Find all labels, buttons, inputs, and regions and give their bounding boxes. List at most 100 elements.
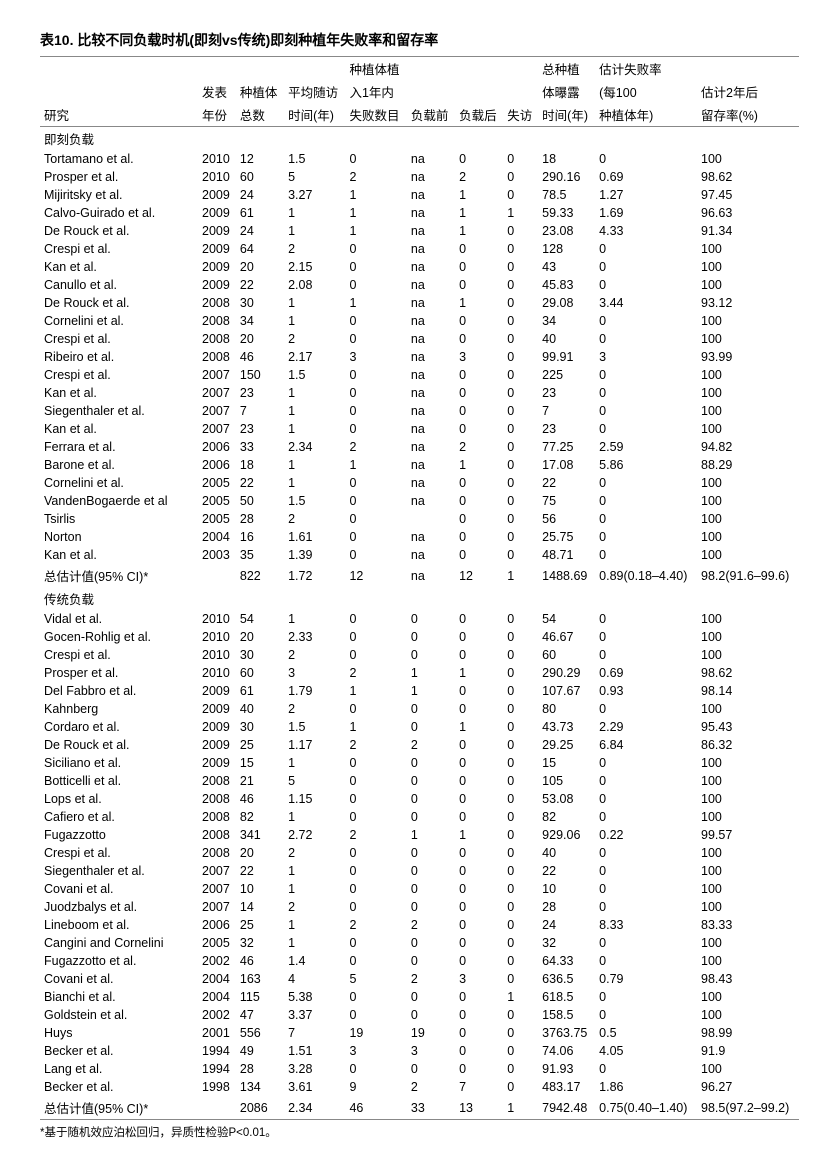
- study-cell: Kan et al.: [40, 546, 198, 564]
- cell-c9: 0: [595, 492, 697, 510]
- cell-c6: 1: [455, 204, 503, 222]
- cell-c5: 2: [407, 916, 455, 934]
- cell-c7: 0: [503, 330, 538, 348]
- cell-c7: 0: [503, 366, 538, 384]
- cell-c9: 0: [595, 790, 697, 808]
- cell-c4: 0: [345, 276, 406, 294]
- cell-c3: 1: [284, 610, 345, 628]
- cell-c9: 0: [595, 510, 697, 528]
- cell-c4: 2: [345, 736, 406, 754]
- cell-c9: 0: [595, 402, 697, 420]
- cell-c6: 0: [455, 646, 503, 664]
- cell-c1: 2009: [198, 258, 236, 276]
- cell-c2: 20: [236, 330, 284, 348]
- cell-c3: 2.34: [284, 438, 345, 456]
- table-row: Norton2004161.610na0025.750100: [40, 528, 799, 546]
- cell-c8: 59.33: [538, 204, 595, 222]
- cell-c8: 91.93: [538, 1060, 595, 1078]
- cell-c10: 98.62: [697, 664, 799, 682]
- cell-c1: 2007: [198, 880, 236, 898]
- cell-c2: 34: [236, 312, 284, 330]
- cell-c9: 0.93: [595, 682, 697, 700]
- study-cell: Tsirlis: [40, 510, 198, 528]
- cell-c7: 0: [503, 610, 538, 628]
- cell-c6: 0: [455, 898, 503, 916]
- cell-c7: 0: [503, 664, 538, 682]
- cell-c10: 98.62: [697, 168, 799, 186]
- cell-c2: 30: [236, 294, 284, 312]
- cell-c6: 0: [455, 790, 503, 808]
- cell-c9: 0: [595, 844, 697, 862]
- cell-c4: 0: [345, 240, 406, 258]
- cell-c3: 1.5: [284, 150, 345, 168]
- cell-c10: 100: [697, 988, 799, 1006]
- cell-c4: 0: [345, 492, 406, 510]
- table-row: Siegenthaler et al.2007710na0070100: [40, 402, 799, 420]
- study-cell: Kan et al.: [40, 258, 198, 276]
- cell-c7: 0: [503, 880, 538, 898]
- cell-c9: 2.29: [595, 718, 697, 736]
- cell-c10: 93.12: [697, 294, 799, 312]
- table-row: Botticelli et al.200821500001050100: [40, 772, 799, 790]
- table-row: Crespi et al.20096420na001280100: [40, 240, 799, 258]
- h2c2: 种植体: [236, 80, 284, 103]
- cell-c1: 2010: [198, 628, 236, 646]
- cell-c4: 0: [345, 952, 406, 970]
- cell-c2: 33: [236, 438, 284, 456]
- study-cell: Covani et al.: [40, 880, 198, 898]
- cell-c2: 822: [236, 564, 284, 587]
- cell-c2: 30: [236, 718, 284, 736]
- table-row: Barone et al.20061811na1017.085.8688.29: [40, 456, 799, 474]
- cell-c5: 0: [407, 610, 455, 628]
- cell-c10: 100: [697, 898, 799, 916]
- cell-c6: 7: [455, 1078, 503, 1096]
- cell-c6: 0: [455, 1024, 503, 1042]
- h3c3: 时间(年): [284, 103, 345, 127]
- cell-c1: 2007: [198, 366, 236, 384]
- cell-c2: 60: [236, 664, 284, 682]
- study-cell: Cordaro et al.: [40, 718, 198, 736]
- cell-c5: 0: [407, 1060, 455, 1078]
- cell-c3: 1.15: [284, 790, 345, 808]
- cell-c5: na: [407, 330, 455, 348]
- h1c9: 估计失败率: [595, 57, 697, 81]
- cell-c1: 2006: [198, 438, 236, 456]
- cell-c4: 0: [345, 474, 406, 492]
- cell-c3: 1: [284, 754, 345, 772]
- cell-c9: 0: [595, 898, 697, 916]
- cell-c8: 75: [538, 492, 595, 510]
- cell-c6: 12: [455, 564, 503, 587]
- cell-c5: na: [407, 366, 455, 384]
- cell-c10: 100: [697, 952, 799, 970]
- cell-c6: 1: [455, 826, 503, 844]
- cell-c3: 2: [284, 510, 345, 528]
- h1c1: [198, 57, 236, 81]
- cell-c4: 19: [345, 1024, 406, 1042]
- cell-c7: 0: [503, 1006, 538, 1024]
- cell-c6: 0: [455, 862, 503, 880]
- table-row: De Rouck et al.20083011na1029.083.4493.1…: [40, 294, 799, 312]
- cell-c7: 0: [503, 456, 538, 474]
- cell-c1: 1994: [198, 1060, 236, 1078]
- cell-c7: 0: [503, 1024, 538, 1042]
- study-cell: 总估计值(95% CI)*: [40, 1096, 198, 1120]
- cell-c9: 0.89(0.18–4.40): [595, 564, 697, 587]
- cell-c7: 0: [503, 862, 538, 880]
- cell-c2: 64: [236, 240, 284, 258]
- h3c10: 留存率(%): [697, 103, 799, 127]
- cell-c9: 0.69: [595, 664, 697, 682]
- cell-c9: 0: [595, 700, 697, 718]
- cell-c9: 0: [595, 646, 697, 664]
- cell-c8: 7: [538, 402, 595, 420]
- cell-c6: 0: [455, 276, 503, 294]
- h2c7: [503, 80, 538, 103]
- study-cell: Norton: [40, 528, 198, 546]
- cell-c3: 2.33: [284, 628, 345, 646]
- cell-c8: 23: [538, 420, 595, 438]
- cell-c4: 0: [345, 420, 406, 438]
- table-row: Cafiero et al.20088210000820100: [40, 808, 799, 826]
- cell-c4: 0: [345, 934, 406, 952]
- cell-c4: 0: [345, 366, 406, 384]
- study-cell: Del Fabbro et al.: [40, 682, 198, 700]
- cell-c6: 0: [455, 492, 503, 510]
